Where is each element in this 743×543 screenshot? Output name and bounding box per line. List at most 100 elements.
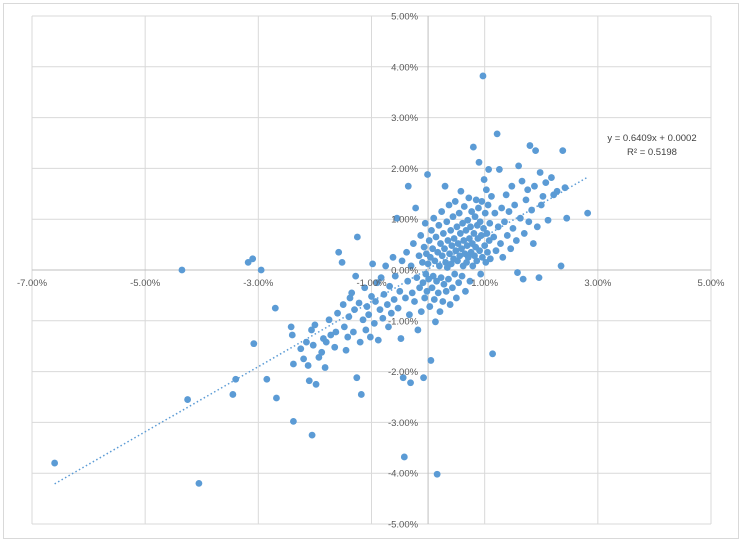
data-point [362, 326, 370, 334]
data-point [403, 248, 410, 256]
data-point [421, 294, 429, 302]
data-point [398, 257, 406, 265]
data-point [431, 257, 439, 265]
data-point [454, 240, 462, 247]
data-point [478, 198, 486, 205]
data-point [308, 431, 316, 439]
data-point [447, 260, 455, 268]
data-point [529, 240, 537, 247]
data-point [449, 284, 456, 292]
data-point [51, 459, 59, 467]
data-point [440, 280, 448, 288]
data-point [532, 147, 539, 155]
data-point [459, 219, 466, 227]
data-point [407, 262, 415, 270]
data-point [495, 166, 503, 173]
data-point [357, 391, 365, 398]
data-point [411, 298, 418, 305]
data-point [312, 380, 320, 388]
data-point [339, 301, 347, 308]
data-point [407, 379, 414, 387]
data-point [340, 323, 348, 331]
data-point [355, 299, 363, 307]
data-point [490, 233, 498, 241]
y-tick-label: -4.00% [388, 469, 419, 480]
data-point [396, 287, 404, 295]
data-point [439, 230, 447, 237]
data-point [353, 233, 361, 241]
data-point [443, 218, 451, 226]
data-point [311, 321, 319, 329]
data-point [446, 301, 454, 308]
data-point [446, 250, 453, 258]
data-point [451, 198, 459, 205]
data-point [480, 224, 487, 232]
data-point [397, 335, 405, 342]
data-point [438, 252, 446, 260]
data-point [502, 191, 510, 199]
data-point [479, 72, 487, 80]
data-point [516, 214, 524, 222]
data-point [481, 242, 489, 250]
data-point [327, 331, 335, 339]
data-point [512, 237, 520, 244]
data-point [486, 219, 494, 227]
data-point [385, 323, 392, 331]
data-point [441, 245, 448, 253]
data-point [458, 245, 465, 253]
data-point [455, 209, 463, 217]
data-point [493, 130, 501, 138]
data-point [469, 262, 477, 270]
data-point [489, 350, 496, 358]
data-point [542, 179, 550, 187]
data-point [315, 353, 323, 361]
data-point [300, 355, 307, 363]
data-point [342, 346, 350, 354]
data-point [416, 284, 423, 292]
data-point [290, 417, 297, 425]
data-point [481, 209, 489, 217]
data-point [472, 196, 480, 204]
data-point [412, 204, 420, 212]
data-point [465, 235, 473, 242]
data-point [444, 237, 452, 244]
data-point [476, 247, 483, 255]
data-point [348, 289, 356, 297]
data-point [436, 308, 444, 316]
data-point [424, 171, 431, 178]
data-point [456, 252, 464, 260]
data-point [480, 176, 488, 183]
data-point [501, 218, 508, 226]
data-point [297, 345, 305, 353]
data-point [184, 396, 192, 403]
data-point [466, 277, 474, 285]
data-point [402, 294, 409, 302]
data-point [420, 243, 428, 251]
data-point [456, 230, 464, 237]
data-point [553, 187, 561, 195]
data-point [420, 374, 427, 382]
tick-labels: -7.00% -5.00% -3.00% -1.00% 1.00% 3.00% 5.00% -… [17, 12, 725, 531]
data-point [195, 479, 203, 487]
data-point [503, 232, 511, 239]
data-point [526, 142, 534, 149]
data-point [250, 340, 258, 348]
data-point [422, 270, 430, 278]
data-point [363, 303, 371, 310]
data-point [391, 272, 399, 280]
data-point [499, 253, 507, 261]
data-point [451, 270, 459, 278]
data-point [332, 328, 340, 336]
data-point [533, 223, 541, 231]
data-point [288, 331, 296, 339]
data-point [359, 316, 367, 324]
data-point [287, 323, 295, 331]
data-point [417, 232, 425, 239]
data-point [531, 182, 538, 190]
data-point [442, 287, 450, 295]
x-tick-label: 1.00% [471, 278, 498, 289]
data-point [476, 218, 484, 226]
data-point [376, 306, 384, 314]
data-point [485, 166, 493, 173]
data-point [437, 274, 445, 282]
